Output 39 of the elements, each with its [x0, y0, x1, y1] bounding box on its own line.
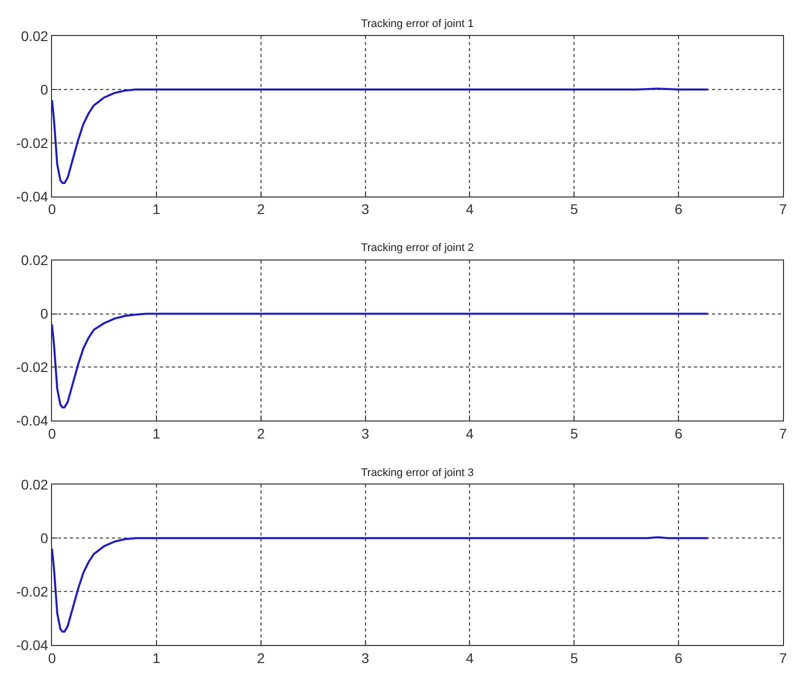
- x-tick-label: 6: [674, 650, 683, 666]
- x-tick-label: 7: [779, 650, 788, 666]
- x-tick-label: 2: [256, 201, 265, 218]
- y-tick-label: 0: [40, 81, 48, 98]
- x-tick-label: 5: [570, 650, 578, 666]
- line-series: [52, 536, 709, 633]
- y-tick-label: 0.02: [20, 252, 48, 268]
- y-tick-label: -0.02: [16, 359, 48, 376]
- chart-title: Tracking error of joint 3: [361, 467, 474, 479]
- x-tick-label: 6: [674, 201, 683, 218]
- x-tick-label: 7: [779, 201, 788, 218]
- y-tick-label: -0.04: [16, 188, 48, 204]
- y-tick-label: 0: [40, 306, 48, 322]
- x-tick-label: 5: [570, 201, 578, 218]
- x-tick-label: 2: [256, 425, 265, 442]
- y-tick-label: -0.02: [16, 583, 48, 600]
- x-tick-label: 1: [152, 650, 161, 666]
- line-series: [52, 88, 709, 184]
- x-tick-label: 3: [361, 650, 370, 666]
- y-tick-label: -0.02: [16, 134, 48, 151]
- x-tick-label: 4: [466, 425, 474, 442]
- chart-title: Tracking error of joint 2: [361, 242, 474, 254]
- y-tick-label: 0: [40, 530, 48, 546]
- x-tick-label: 3: [361, 425, 370, 442]
- y-tick-label: -0.04: [16, 412, 48, 429]
- x-tick-label: 1: [152, 201, 161, 218]
- x-tick-label: 1: [152, 425, 161, 442]
- x-tick-label: 7: [779, 425, 788, 442]
- x-tick-label: 2: [256, 650, 265, 666]
- y-tick-label: -0.04: [16, 636, 48, 653]
- x-tick-label: 3: [361, 201, 370, 218]
- chart-title: Tracking error of joint 1: [361, 18, 474, 30]
- x-tick-label: 5: [570, 425, 578, 442]
- x-tick-label: 4: [466, 201, 474, 218]
- x-tick-label: 4: [466, 650, 474, 666]
- y-tick-label: 0.02: [20, 476, 48, 493]
- y-tick-label: 0.02: [20, 28, 48, 44]
- x-tick-label: 6: [674, 425, 683, 442]
- line-series: [52, 312, 709, 408]
